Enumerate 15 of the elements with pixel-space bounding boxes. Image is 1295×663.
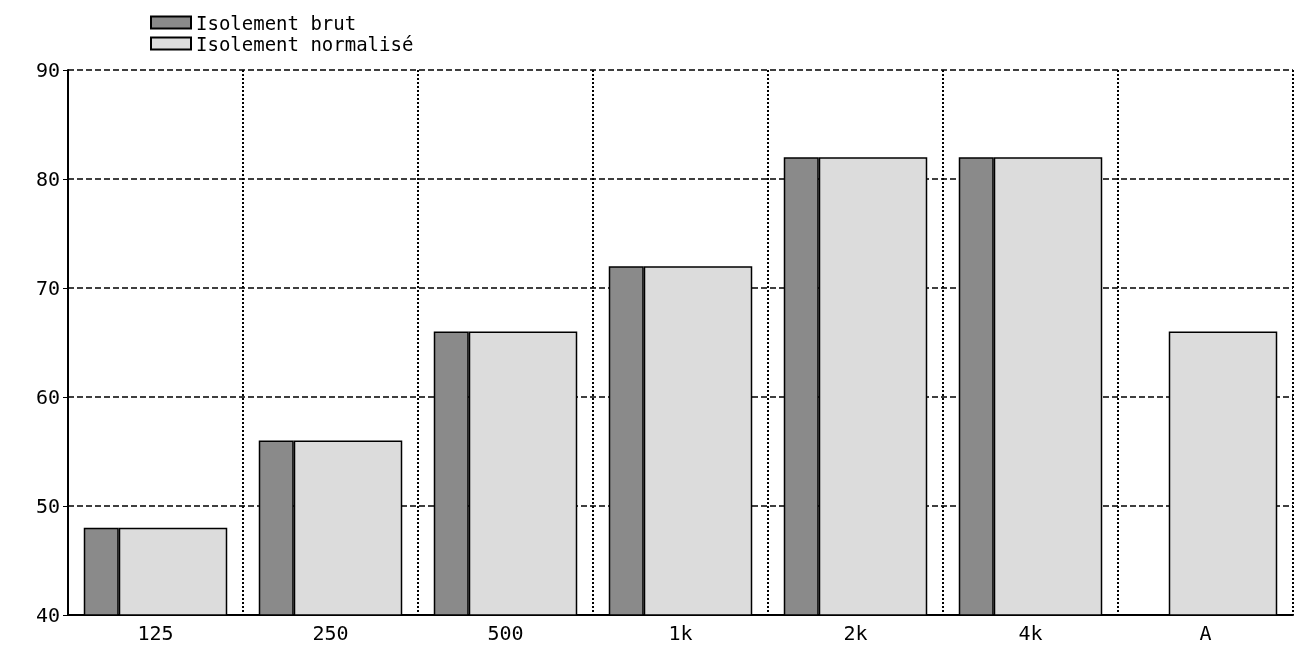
x-tick-label: 125: [137, 621, 174, 645]
y-tick-label: 80: [35, 167, 60, 191]
y-tick-label: 70: [35, 276, 60, 300]
x-tick-label: 500: [487, 621, 524, 645]
legend-label: Isolement brut: [196, 11, 357, 34]
x-tick-label: 4k: [1018, 621, 1043, 645]
x-tick-label: 2k: [843, 621, 868, 645]
x-tick-label: 1k: [668, 621, 693, 645]
x-tick-label: 250: [312, 621, 349, 645]
y-tick-label: 50: [35, 494, 60, 518]
y-tick-label: 40: [35, 603, 60, 627]
x-tick-label: A: [1199, 621, 1212, 645]
legend-label: Isolement normalisé: [196, 32, 414, 55]
y-tick-label: 90: [35, 58, 60, 82]
y-tick-label: 60: [35, 385, 60, 409]
